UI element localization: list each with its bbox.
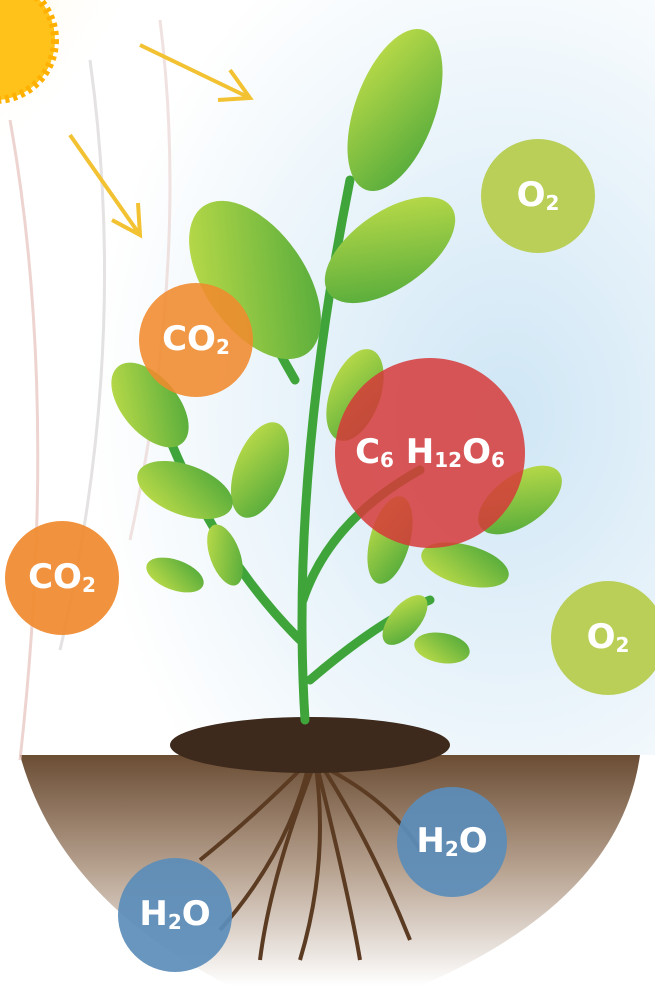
molecule: H2O [397,787,507,897]
label-subscript: 2 [445,837,459,861]
label-base: O [587,617,616,657]
label-base: O [462,432,491,472]
photosynthesis-illustration: O2 CO2 C6 H12O6 CO2 O2 H2O H2O [0,0,655,986]
label-base: H [416,821,444,861]
label-base: C [355,432,380,472]
molecule-label: C6 H12O6 [355,432,505,472]
label-subscript: 2 [545,191,559,215]
label-base: H [139,894,167,934]
molecule: CO2 [139,283,253,397]
molecule: O2 [481,139,595,253]
label-subscript: 12 [434,448,462,472]
soil [20,755,640,986]
molecule: CO2 [5,521,119,635]
label-base: O [517,175,546,215]
label-base: CO [162,319,216,359]
label-subscript: 2 [216,335,230,359]
label-subscript: 2 [82,573,96,597]
label-base: O [459,821,488,861]
label-subscript: 6 [380,448,394,472]
label-base: H [394,432,434,472]
label-base: CO [28,557,82,597]
label-base: O [182,894,211,934]
dirt-mound [170,717,450,773]
molecule: H2O [118,858,232,972]
label-subscript: 2 [615,633,629,657]
label-subscript: 2 [168,910,182,934]
molecule: C6 H12O6 [335,358,525,548]
label-subscript: 6 [491,448,505,472]
